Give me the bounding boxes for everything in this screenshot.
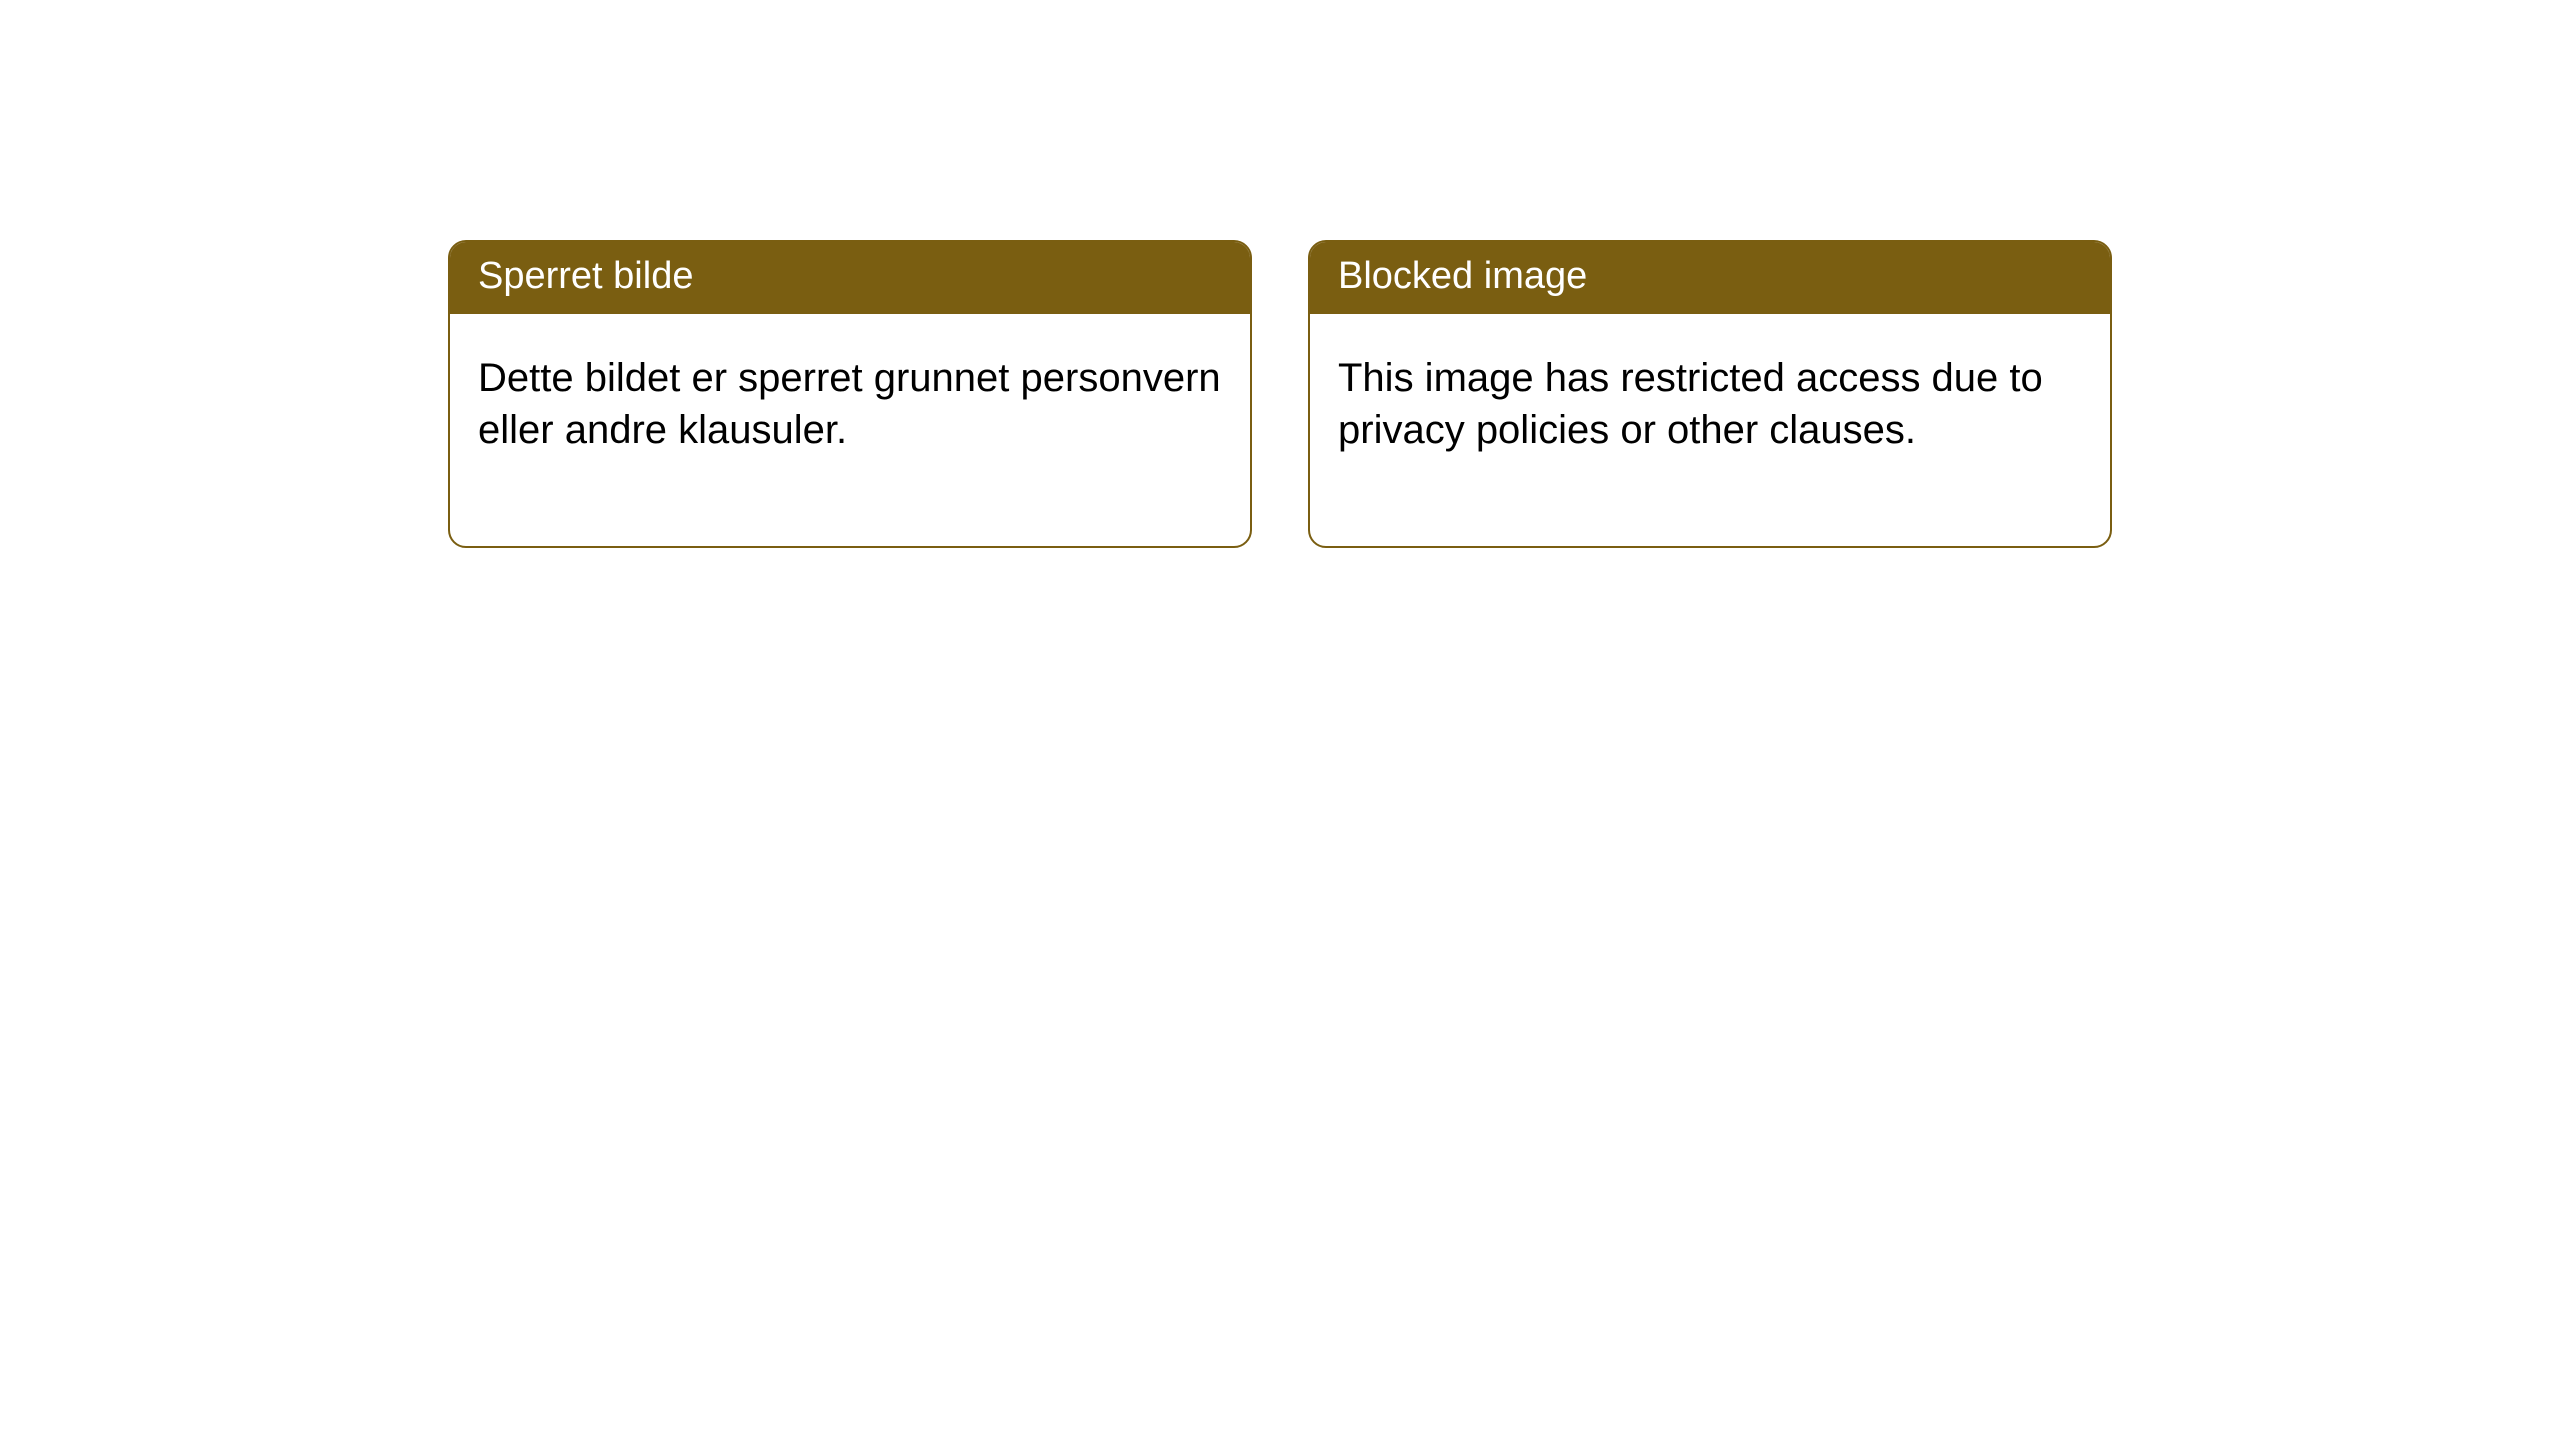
notice-title-english: Blocked image — [1310, 242, 2110, 314]
notice-card-norwegian: Sperret bilde Dette bildet er sperret gr… — [448, 240, 1252, 548]
notice-title-norwegian: Sperret bilde — [450, 242, 1250, 314]
notice-container: Sperret bilde Dette bildet er sperret gr… — [0, 0, 2560, 548]
notice-card-english: Blocked image This image has restricted … — [1308, 240, 2112, 548]
notice-body-norwegian: Dette bildet er sperret grunnet personve… — [450, 314, 1250, 546]
notice-body-english: This image has restricted access due to … — [1310, 314, 2110, 546]
